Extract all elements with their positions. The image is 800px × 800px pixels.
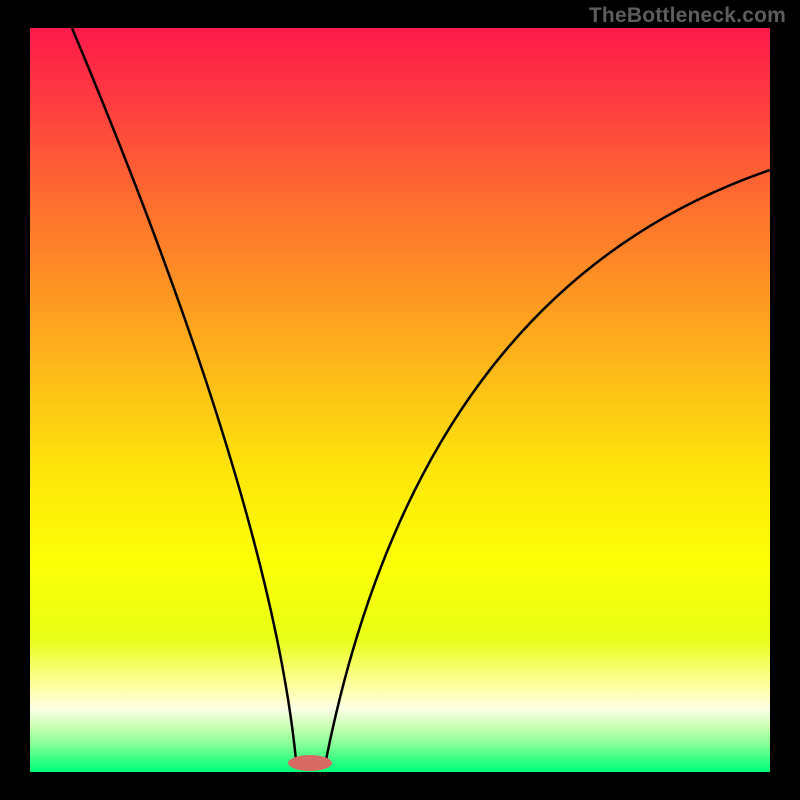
base-pill <box>288 755 332 771</box>
bottleneck-chart <box>0 0 800 800</box>
chart-root: { "watermark": { "text": "TheBottleneck.… <box>0 0 800 800</box>
plot-area <box>30 28 770 772</box>
watermark-text: TheBottleneck.com <box>589 4 786 28</box>
